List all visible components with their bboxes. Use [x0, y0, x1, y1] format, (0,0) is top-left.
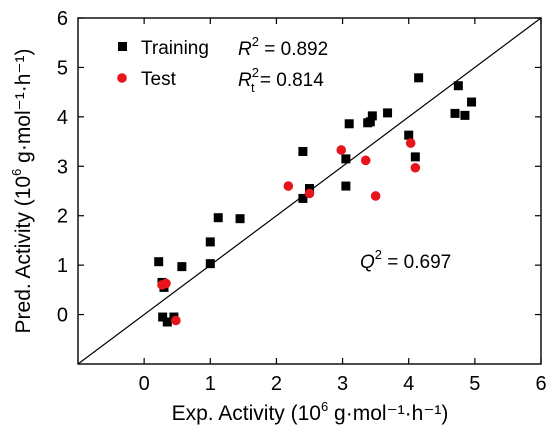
- legend: Training Test: [117, 38, 209, 90]
- y-axis-title-prefix: Pred. Activity (10: [12, 176, 35, 334]
- training-point: [414, 73, 424, 83]
- rt2-text: = 0.814: [255, 70, 325, 91]
- training-point: [344, 119, 354, 129]
- legend-label-training: Training: [141, 38, 209, 59]
- training-point: [383, 108, 393, 118]
- training-point: [367, 111, 377, 121]
- x-tick-label: 5: [469, 373, 480, 395]
- training-point: [158, 312, 168, 322]
- training-point: [162, 317, 172, 327]
- x-axis-title: Exp. Activity (106 g·mol⁻¹·h⁻¹): [172, 399, 449, 425]
- r2-annotation: R2 = 0.892: [238, 34, 328, 60]
- training-point: [410, 152, 420, 162]
- y-tick-label: 6: [57, 8, 68, 30]
- data-points: [154, 73, 477, 327]
- legend-marker-training: [118, 42, 127, 51]
- test-point: [161, 278, 171, 289]
- test-point: [360, 155, 371, 166]
- training-point: [213, 213, 223, 223]
- q2-sup: 2: [375, 247, 382, 262]
- training-point: [450, 108, 460, 118]
- rt2-sub: t: [251, 80, 255, 95]
- test-point: [410, 162, 421, 173]
- training-point: [341, 154, 351, 164]
- q2-symbol: Q: [360, 252, 375, 273]
- q2-text: = 0.697: [382, 252, 451, 273]
- training-point: [341, 181, 351, 191]
- rt2-symbol: R: [238, 70, 252, 91]
- x-tick-label: 6: [535, 373, 546, 395]
- y-tick-label: 4: [57, 107, 68, 129]
- test-point: [283, 181, 294, 191]
- training-point: [177, 262, 187, 272]
- x-axis-ticks: 0 1 2 3 4 5 6: [139, 18, 547, 395]
- training-point: [235, 214, 245, 224]
- x-tick-label: 3: [337, 373, 348, 395]
- y-axis-title-sup: 6: [9, 169, 24, 176]
- legend-marker-test: [117, 73, 127, 83]
- training-point: [298, 193, 308, 203]
- training-point: [404, 130, 414, 140]
- training-point: [365, 117, 375, 127]
- x-tick-label: 1: [205, 373, 216, 395]
- x-axis-title-sup: 6: [321, 399, 328, 414]
- training-point: [305, 184, 314, 194]
- rt2-annotation: R2 t = 0.814: [238, 65, 324, 95]
- q2-annotation: Q2 = 0.697: [360, 247, 451, 273]
- training-point: [453, 81, 463, 91]
- x-tick-label: 2: [271, 373, 282, 395]
- y-tick-label: 0: [57, 305, 68, 327]
- x-tick-label: 0: [139, 373, 150, 395]
- test-point: [171, 315, 181, 326]
- plot-frame: [77, 17, 542, 365]
- y-tick-label: 1: [57, 255, 68, 277]
- test-point: [336, 145, 347, 155]
- training-point: [205, 237, 215, 247]
- y-axis-ticks: 0 1 2 3 4 5 6: [57, 8, 541, 327]
- y-tick-label: 3: [57, 156, 68, 178]
- test-point: [405, 138, 416, 148]
- rt2-sup: 2: [252, 65, 259, 80]
- x-tick-label: 4: [403, 373, 414, 395]
- training-point: [467, 97, 477, 107]
- test-point: [304, 188, 315, 199]
- r2-sup: 2: [252, 34, 259, 49]
- training-point: [298, 146, 308, 156]
- x-axis-title-prefix: Exp. Activity (10: [172, 402, 321, 425]
- training-point: [460, 110, 470, 120]
- legend-label-test: Test: [141, 69, 177, 90]
- training-point: [205, 259, 215, 269]
- test-point: [370, 191, 381, 201]
- y-tick-label: 2: [57, 206, 68, 228]
- x-axis-title-suffix: g·mol⁻¹·h⁻¹): [328, 402, 448, 425]
- r2-symbol: R: [238, 39, 252, 60]
- training-point: [154, 257, 164, 267]
- r2-text: = 0.892: [259, 39, 328, 60]
- y-axis-title-suffix: g·mol⁻¹·h⁻¹): [12, 49, 35, 169]
- y-axis-title: Pred. Activity (106 g·mol⁻¹·h⁻¹): [9, 49, 35, 334]
- y-tick-label: 5: [57, 57, 68, 79]
